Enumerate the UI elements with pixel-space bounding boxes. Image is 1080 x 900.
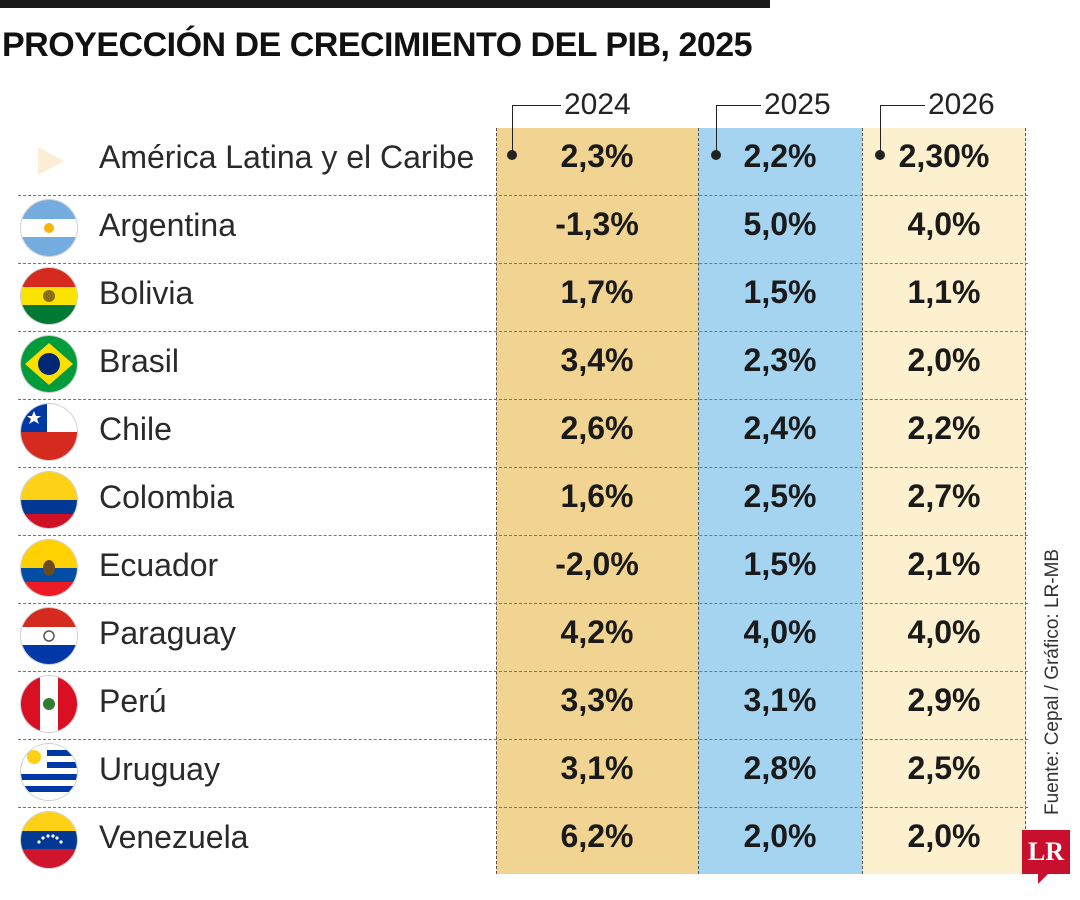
column-2026-background	[862, 128, 1026, 874]
top-rule	[0, 0, 770, 8]
row-label: Venezuela	[99, 819, 249, 855]
column-divider	[496, 128, 497, 874]
venezuela-flag-icon	[21, 812, 77, 868]
row-separator	[18, 263, 1028, 264]
table-row: Perú 3,3% 3,1% 2,9%	[0, 671, 1030, 739]
row-label: Bolivia	[99, 275, 194, 311]
brasil-flag-icon	[21, 336, 77, 392]
column-2025-background	[698, 128, 862, 874]
row-label: Ecuador	[99, 547, 219, 583]
row-label: América Latina y el Caribe	[99, 139, 475, 175]
value-2024: 6,2%	[560, 818, 634, 854]
value-2026: 4,0%	[907, 206, 981, 242]
column-divider	[1025, 128, 1026, 874]
chile-flag-icon	[21, 404, 77, 460]
year-bracket	[880, 105, 925, 152]
year-dot	[711, 150, 721, 160]
table-row: Uruguay 3,1% 2,8% 2,5%	[0, 739, 1030, 807]
row-separator	[18, 399, 1028, 400]
row-label: Colombia	[99, 479, 235, 515]
peru-flag-icon	[21, 676, 77, 732]
value-2024: 3,1%	[560, 750, 634, 786]
value-2026: 2,7%	[907, 478, 981, 514]
value-2024: 4,2%	[560, 614, 634, 650]
value-2024: -1,3%	[555, 206, 639, 242]
source-credit: Fuente: Cepal / Gráfico: LR-MB	[1042, 548, 1063, 815]
table-row: Colombia 1,6% 2,5% 2,7%	[0, 467, 1030, 535]
argentina-flag-icon	[21, 200, 77, 256]
row-separator	[18, 331, 1028, 332]
row-label: Argentina	[99, 207, 236, 243]
value-2025: 5,0%	[743, 206, 817, 242]
column-header-2024: 2024	[564, 88, 631, 121]
lr-logo: LR	[1022, 830, 1070, 874]
ecuador-flag-icon	[21, 540, 77, 596]
value-2025: 2,5%	[743, 478, 817, 514]
value-2025: 2,3%	[743, 342, 817, 378]
value-2024: 3,4%	[560, 342, 634, 378]
table-row: Argentina -1,3% 5,0% 4,0%	[0, 195, 1030, 263]
row-separator	[18, 535, 1028, 536]
table-row: Brasil 3,4% 2,3% 2,0%	[0, 331, 1030, 399]
table-row: Venezuela 6,2% 2,0% 2,0%	[0, 807, 1030, 875]
value-2025: 1,5%	[743, 546, 817, 582]
bolivia-flag-icon	[21, 268, 77, 324]
column-header-2025: 2025	[764, 88, 831, 121]
table-row: Chile 2,6% 2,4% 2,2%	[0, 399, 1030, 467]
column-header-2026: 2026	[928, 88, 995, 121]
column-divider	[862, 128, 863, 874]
year-bracket	[716, 105, 761, 152]
arrow-icon	[38, 147, 64, 175]
row-separator	[18, 467, 1028, 468]
value-2024: 2,6%	[560, 410, 634, 446]
value-2025: 1,5%	[743, 274, 817, 310]
value-2026: 4,0%	[907, 614, 981, 650]
value-2026: 2,1%	[907, 546, 981, 582]
row-separator	[18, 671, 1028, 672]
value-2024: 3,3%	[560, 682, 634, 718]
lr-logo-tail	[1038, 874, 1048, 884]
row-separator	[18, 195, 1028, 196]
value-2026: 2,5%	[907, 750, 981, 786]
value-2024: -2,0%	[555, 546, 639, 582]
year-dot	[875, 150, 885, 160]
value-2025: 2,8%	[743, 750, 817, 786]
value-2026: 2,0%	[907, 342, 981, 378]
year-dot	[507, 150, 517, 160]
value-2025: 3,1%	[743, 682, 817, 718]
row-label: Perú	[99, 683, 167, 719]
value-2025: 2,2%	[743, 138, 817, 174]
value-2024: 1,6%	[560, 478, 634, 514]
row-label: Uruguay	[99, 751, 220, 787]
uruguay-flag-icon	[21, 744, 77, 800]
value-2025: 2,4%	[743, 410, 817, 446]
chart-title: PROYECCIÓN DE CRECIMIENTO DEL PIB, 2025	[2, 26, 753, 64]
value-2024: 1,7%	[560, 274, 634, 310]
value-2026: 2,2%	[907, 410, 981, 446]
row-label: Brasil	[99, 343, 180, 379]
row-separator	[18, 739, 1028, 740]
value-2025: 4,0%	[743, 614, 817, 650]
table-row: Paraguay 4,2% 4,0% 4,0%	[0, 603, 1030, 671]
colombia-flag-icon	[21, 472, 77, 528]
row-label: Paraguay	[99, 615, 236, 651]
table-row: Bolivia 1,7% 1,5% 1,1%	[0, 263, 1030, 331]
row-separator	[18, 603, 1028, 604]
table-row: Ecuador -2,0% 1,5% 2,1%	[0, 535, 1030, 603]
table-row: América Latina y el Caribe 2,3% 2,2% 2,3…	[0, 127, 1030, 195]
year-bracket	[512, 105, 561, 152]
row-separator	[18, 807, 1028, 808]
column-2024-background	[496, 128, 698, 874]
value-2025: 2,0%	[743, 818, 817, 854]
value-2026: 1,1%	[907, 274, 981, 310]
value-2026: 2,0%	[907, 818, 981, 854]
row-label: Chile	[99, 411, 172, 447]
column-divider	[698, 128, 699, 874]
value-2024: 2,3%	[560, 138, 634, 174]
paraguay-flag-icon	[21, 608, 77, 664]
value-2026: 2,9%	[907, 682, 981, 718]
value-2026: 2,30%	[898, 138, 990, 174]
